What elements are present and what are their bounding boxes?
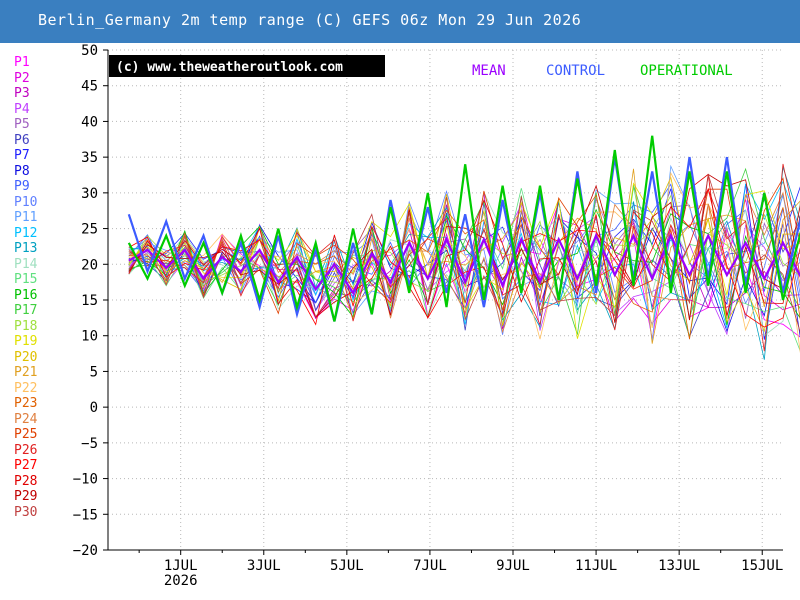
x-tick-label: 7JUL: [413, 558, 447, 574]
legend-item-p10: P10: [14, 194, 38, 210]
member-line-p22: [128, 171, 800, 354]
legend-item-p25: P25: [14, 427, 38, 442]
member-line-p20: [128, 176, 800, 333]
series-lines: [127, 135, 800, 322]
y-tick-label: 5: [90, 364, 98, 380]
legend-item-p23: P23: [14, 396, 38, 411]
member-lines: [128, 163, 800, 360]
member-line-p30: [128, 174, 800, 333]
tick-labels: 50454035302520151050−5−10−15−201JUL20263…: [73, 43, 784, 589]
legend-item-p18: P18: [14, 318, 38, 334]
legend-item-p9: P9: [14, 179, 30, 194]
legend-item-p11: P11: [14, 210, 38, 225]
axes: [103, 49, 783, 555]
x-tick-label: 5JUL: [330, 558, 364, 574]
legend-control: CONTROL: [546, 63, 605, 79]
legend-item-p13: P13: [14, 241, 38, 256]
y-tick-label: 15: [81, 293, 98, 309]
legend-item-p4: P4: [14, 101, 30, 117]
member-line-p25: [128, 177, 800, 315]
legend-item-p24: P24: [14, 411, 38, 427]
x-tick-label: 13JUL: [658, 558, 700, 574]
legend-item-p14: P14: [14, 256, 38, 272]
member-line-p28: [128, 173, 800, 323]
legend-mean: MEAN: [472, 63, 506, 79]
legend-item-p3: P3: [14, 86, 30, 101]
y-tick-label: −15: [73, 507, 98, 523]
x-tick-label: 1JUL: [164, 558, 198, 574]
y-tick-label: 45: [81, 79, 98, 95]
legend-item-p5: P5: [14, 117, 30, 132]
member-line-p27: [128, 188, 800, 328]
series-line-operational: [127, 135, 800, 322]
y-tick-label: 40: [81, 114, 98, 130]
series-line-mean: [128, 233, 800, 296]
y-tick-label: −10: [73, 472, 98, 488]
legend-item-p29: P29: [14, 489, 38, 504]
y-tick-label: 30: [81, 186, 98, 202]
legend-item-p1: P1: [14, 55, 30, 70]
legend-item-p2: P2: [14, 70, 30, 86]
x-tick-sublabel: 2026: [164, 573, 198, 589]
member-line-p19: [128, 182, 800, 339]
legend-item-p7: P7: [14, 148, 30, 163]
member-line-p14: [128, 190, 800, 337]
legend-item-p16: P16: [14, 287, 38, 303]
y-tick-label: −5: [81, 436, 98, 452]
legend-item-p20: P20: [14, 349, 38, 365]
copyright-text: (c) www.theweatheroutlook.com: [116, 60, 343, 75]
x-tick-label: 3JUL: [247, 558, 281, 574]
legend-operational: OPERATIONAL: [640, 63, 733, 79]
member-line-p23: [128, 194, 800, 340]
chart-title: Berlin_Germany 2m temp range (C) GEFS 06…: [38, 11, 582, 29]
legend-item-p22: P22: [14, 380, 38, 396]
series-line-control: [127, 156, 800, 322]
legend-item-p8: P8: [14, 163, 30, 179]
y-tick-label: 25: [81, 222, 98, 238]
legend-item-p26: P26: [14, 442, 38, 458]
legend-item-p21: P21: [14, 365, 38, 380]
title-bar: Berlin_Germany 2m temp range (C) GEFS 06…: [0, 0, 800, 43]
y-tick-label: 0: [90, 400, 98, 416]
legend-item-p17: P17: [14, 303, 38, 318]
copyright-box: [109, 55, 385, 77]
legend-item-p12: P12: [14, 225, 38, 241]
legend-item-p30: P30: [14, 504, 38, 520]
member-line-p29: [128, 173, 800, 321]
y-tick-label: −20: [73, 543, 98, 559]
y-tick-label: 10: [81, 329, 98, 345]
member-legend: P1 P2 P3 P4 P5 P6 P7 P8 P9 P10 P11 P12 P13 P14 P15 P16 P…: [14, 55, 37, 520]
legend-item-p27: P27: [14, 458, 38, 473]
legend-item-p6: P6: [14, 132, 30, 148]
y-tick-label: 50: [81, 43, 98, 59]
legend-item-p28: P28: [14, 473, 38, 489]
y-tick-label: 20: [81, 257, 98, 273]
legend-item-p15: P15: [14, 272, 38, 287]
x-tick-label: 9JUL: [496, 558, 530, 574]
legend-item-p19: P19: [14, 334, 38, 349]
x-tick-label: 15JUL: [741, 558, 783, 574]
y-tick-label: 35: [81, 150, 98, 166]
x-tick-label: 11JUL: [575, 558, 617, 574]
